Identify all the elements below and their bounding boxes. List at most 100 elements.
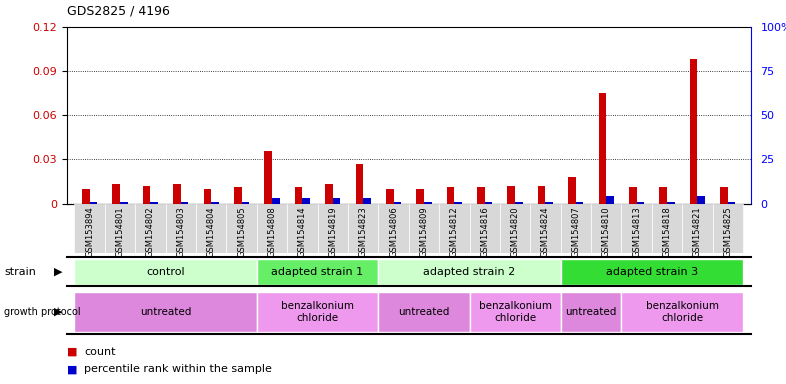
Bar xyxy=(424,202,432,204)
Bar xyxy=(82,189,90,204)
Text: count: count xyxy=(84,347,116,357)
Bar xyxy=(287,204,318,253)
Text: GSM154801: GSM154801 xyxy=(116,206,124,257)
Bar xyxy=(363,198,371,204)
Bar xyxy=(204,189,211,204)
Text: GSM154825: GSM154825 xyxy=(723,206,733,257)
Bar xyxy=(439,204,469,253)
Bar xyxy=(667,202,674,204)
Text: GSM154807: GSM154807 xyxy=(571,206,580,257)
Bar xyxy=(394,202,401,204)
Bar xyxy=(531,204,560,253)
Text: GSM154812: GSM154812 xyxy=(450,206,459,257)
Bar xyxy=(166,204,196,253)
Bar xyxy=(622,204,652,253)
Text: GSM154806: GSM154806 xyxy=(389,206,398,257)
Bar xyxy=(713,204,743,253)
Bar xyxy=(469,204,500,253)
Bar xyxy=(226,204,257,253)
Bar xyxy=(728,202,736,204)
Text: ■: ■ xyxy=(67,347,77,357)
Text: benzalkonium
chloride: benzalkonium chloride xyxy=(479,301,552,323)
Bar xyxy=(257,259,378,285)
Bar xyxy=(720,187,728,204)
Text: benzalkonium
chloride: benzalkonium chloride xyxy=(646,301,718,323)
Text: GSM153894: GSM153894 xyxy=(85,206,94,257)
Text: GSM154805: GSM154805 xyxy=(237,206,246,257)
Text: untreated: untreated xyxy=(565,307,617,317)
Bar xyxy=(606,197,614,204)
Text: percentile rank within the sample: percentile rank within the sample xyxy=(84,364,272,374)
Text: GSM154819: GSM154819 xyxy=(329,206,337,257)
Text: GSM154818: GSM154818 xyxy=(663,206,671,257)
Bar xyxy=(417,189,424,204)
Bar xyxy=(591,204,622,253)
Text: GDS2825 / 4196: GDS2825 / 4196 xyxy=(67,4,170,17)
Text: ▶: ▶ xyxy=(54,266,63,277)
Text: strain: strain xyxy=(4,266,36,277)
Text: adapted strain 3: adapted strain 3 xyxy=(606,266,698,277)
Bar xyxy=(75,204,105,253)
Text: GSM154810: GSM154810 xyxy=(602,206,611,257)
Bar xyxy=(637,202,645,204)
Bar xyxy=(545,202,553,204)
Bar xyxy=(446,187,454,204)
Bar xyxy=(257,204,287,253)
Bar xyxy=(690,59,697,204)
Bar xyxy=(318,204,348,253)
Text: GSM154814: GSM154814 xyxy=(298,206,307,257)
Bar xyxy=(112,184,120,204)
Bar xyxy=(622,292,743,332)
Bar xyxy=(75,259,257,285)
Text: GSM154821: GSM154821 xyxy=(693,206,702,257)
Bar xyxy=(355,164,363,204)
Bar xyxy=(378,292,469,332)
Bar xyxy=(576,202,583,204)
Bar xyxy=(348,204,378,253)
Bar xyxy=(105,204,135,253)
Bar xyxy=(652,204,682,253)
Bar xyxy=(560,292,622,332)
Bar xyxy=(538,186,545,204)
Text: untreated: untreated xyxy=(399,307,450,317)
Bar xyxy=(560,204,591,253)
Text: GSM154823: GSM154823 xyxy=(358,206,368,257)
Bar xyxy=(477,187,485,204)
Bar xyxy=(173,184,181,204)
Text: adapted strain 1: adapted strain 1 xyxy=(271,266,364,277)
Bar xyxy=(500,204,531,253)
Bar xyxy=(272,198,280,204)
Text: GSM154809: GSM154809 xyxy=(420,206,428,257)
Text: GSM154803: GSM154803 xyxy=(176,206,185,257)
Bar xyxy=(378,204,409,253)
Text: GSM154808: GSM154808 xyxy=(267,206,277,257)
Bar xyxy=(143,186,150,204)
Bar xyxy=(659,187,667,204)
Bar xyxy=(485,202,492,204)
Text: ■: ■ xyxy=(67,364,77,374)
Bar xyxy=(234,187,241,204)
Bar xyxy=(386,189,394,204)
Text: GSM154802: GSM154802 xyxy=(146,206,155,257)
Bar xyxy=(241,202,249,204)
Bar xyxy=(264,151,272,204)
Bar xyxy=(629,187,637,204)
Bar xyxy=(120,202,127,204)
Text: GSM154820: GSM154820 xyxy=(511,206,520,257)
Text: GSM154816: GSM154816 xyxy=(480,206,489,257)
Text: ▶: ▶ xyxy=(54,307,63,317)
Bar xyxy=(682,204,713,253)
Bar xyxy=(599,93,606,204)
Text: adapted strain 2: adapted strain 2 xyxy=(424,266,516,277)
Bar xyxy=(90,202,97,204)
Text: benzalkonium
chloride: benzalkonium chloride xyxy=(281,301,354,323)
Bar xyxy=(150,202,158,204)
Bar xyxy=(409,204,439,253)
Text: growth protocol: growth protocol xyxy=(4,307,80,317)
Bar xyxy=(332,198,340,204)
Bar xyxy=(257,292,378,332)
Bar xyxy=(568,177,576,204)
Bar xyxy=(454,202,462,204)
Bar xyxy=(196,204,226,253)
Bar xyxy=(135,204,166,253)
